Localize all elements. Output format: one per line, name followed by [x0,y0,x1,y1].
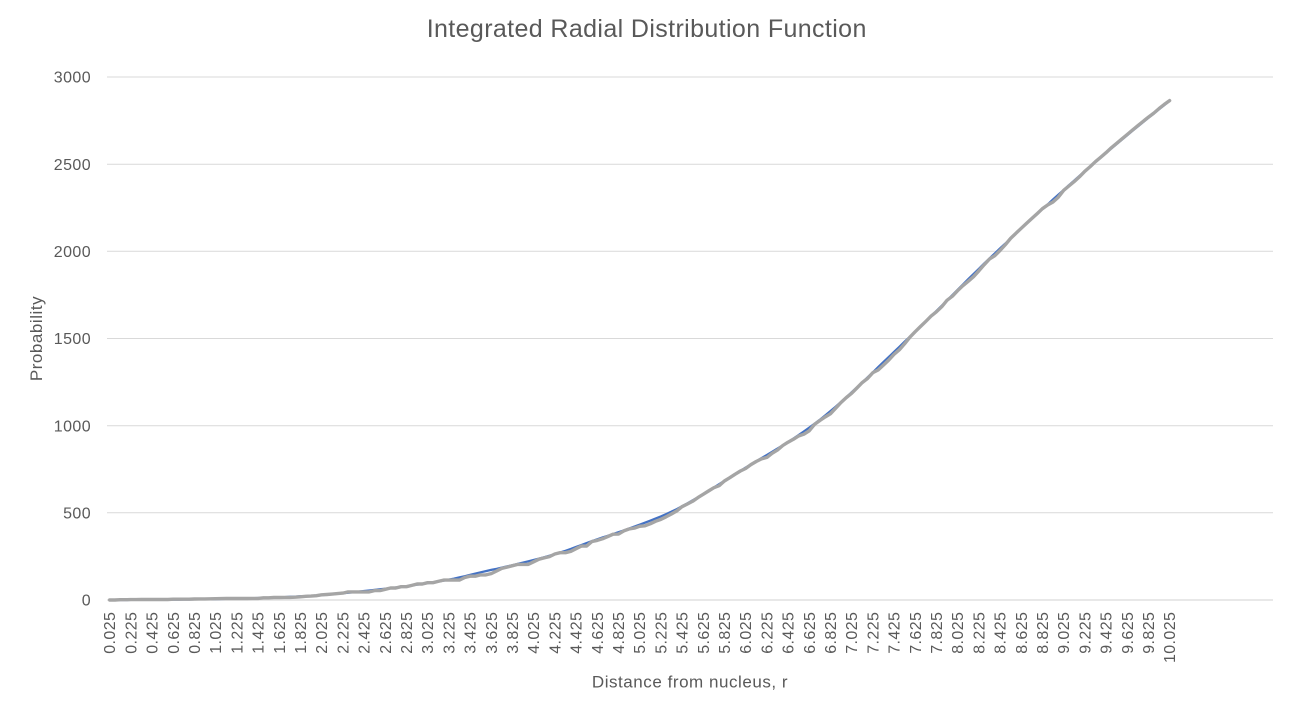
svg-text:4.825: 4.825 [611,612,628,654]
svg-text:6.225: 6.225 [760,612,777,654]
svg-text:9.825: 9.825 [1141,612,1158,654]
svg-text:Probability: Probability [27,296,46,381]
svg-text:6.825: 6.825 [823,612,840,654]
svg-text:1.225: 1.225 [229,612,246,654]
svg-text:9.625: 9.625 [1120,612,1137,654]
svg-text:7.025: 7.025 [844,612,861,654]
svg-text:2.425: 2.425 [357,612,374,654]
svg-text:2.625: 2.625 [378,612,395,654]
svg-text:0.025: 0.025 [102,612,119,654]
svg-text:8.225: 8.225 [972,612,989,654]
svg-text:8.025: 8.025 [950,612,967,654]
svg-text:5.425: 5.425 [675,612,692,654]
svg-text:7.225: 7.225 [866,612,883,654]
svg-text:4.425: 4.425 [569,612,586,654]
svg-text:Distance from nucleus, r: Distance from nucleus, r [592,673,788,692]
svg-text:3.025: 3.025 [420,612,437,654]
svg-text:8.825: 8.825 [1035,612,1052,654]
svg-text:0.425: 0.425 [145,612,162,654]
svg-text:2000: 2000 [54,244,91,261]
svg-text:9.025: 9.025 [1056,612,1073,654]
svg-text:5.825: 5.825 [717,612,734,654]
svg-text:1.425: 1.425 [251,612,268,654]
svg-text:1000: 1000 [54,418,91,435]
svg-text:3.425: 3.425 [463,612,480,654]
svg-text:4.625: 4.625 [590,612,607,654]
svg-text:0.825: 0.825 [187,612,204,654]
svg-text:1.625: 1.625 [272,612,289,654]
svg-text:5.625: 5.625 [696,612,713,654]
svg-text:500: 500 [63,505,91,522]
svg-text:0.625: 0.625 [166,612,183,654]
svg-text:2.825: 2.825 [399,612,416,654]
svg-text:4.025: 4.025 [526,612,543,654]
svg-text:2.225: 2.225 [336,612,353,654]
svg-text:4.225: 4.225 [547,612,564,654]
svg-text:3000: 3000 [54,70,91,87]
svg-text:8.425: 8.425 [993,612,1010,654]
svg-text:5.025: 5.025 [632,612,649,654]
svg-text:3.825: 3.825 [505,612,522,654]
svg-text:7.825: 7.825 [929,612,946,654]
svg-text:8.625: 8.625 [1014,612,1031,654]
svg-text:3.225: 3.225 [441,612,458,654]
svg-text:0: 0 [82,593,91,610]
svg-text:6.425: 6.425 [781,612,798,654]
svg-text:2500: 2500 [54,157,91,174]
svg-text:1500: 1500 [54,331,91,348]
svg-text:5.225: 5.225 [654,612,671,654]
svg-text:7.425: 7.425 [887,612,904,654]
svg-text:Integrated Radial Distribution: Integrated Radial Distribution Function [427,15,867,43]
svg-text:9.225: 9.225 [1077,612,1094,654]
svg-text:3.625: 3.625 [484,612,501,654]
svg-text:1.025: 1.025 [208,612,225,654]
svg-text:0.225: 0.225 [123,612,140,654]
svg-text:10.025: 10.025 [1162,612,1179,663]
svg-text:7.625: 7.625 [908,612,925,654]
svg-text:6.025: 6.025 [738,612,755,654]
svg-text:1.825: 1.825 [293,612,310,654]
svg-text:6.625: 6.625 [802,612,819,654]
svg-text:9.425: 9.425 [1099,612,1116,654]
svg-text:2.025: 2.025 [314,612,331,654]
